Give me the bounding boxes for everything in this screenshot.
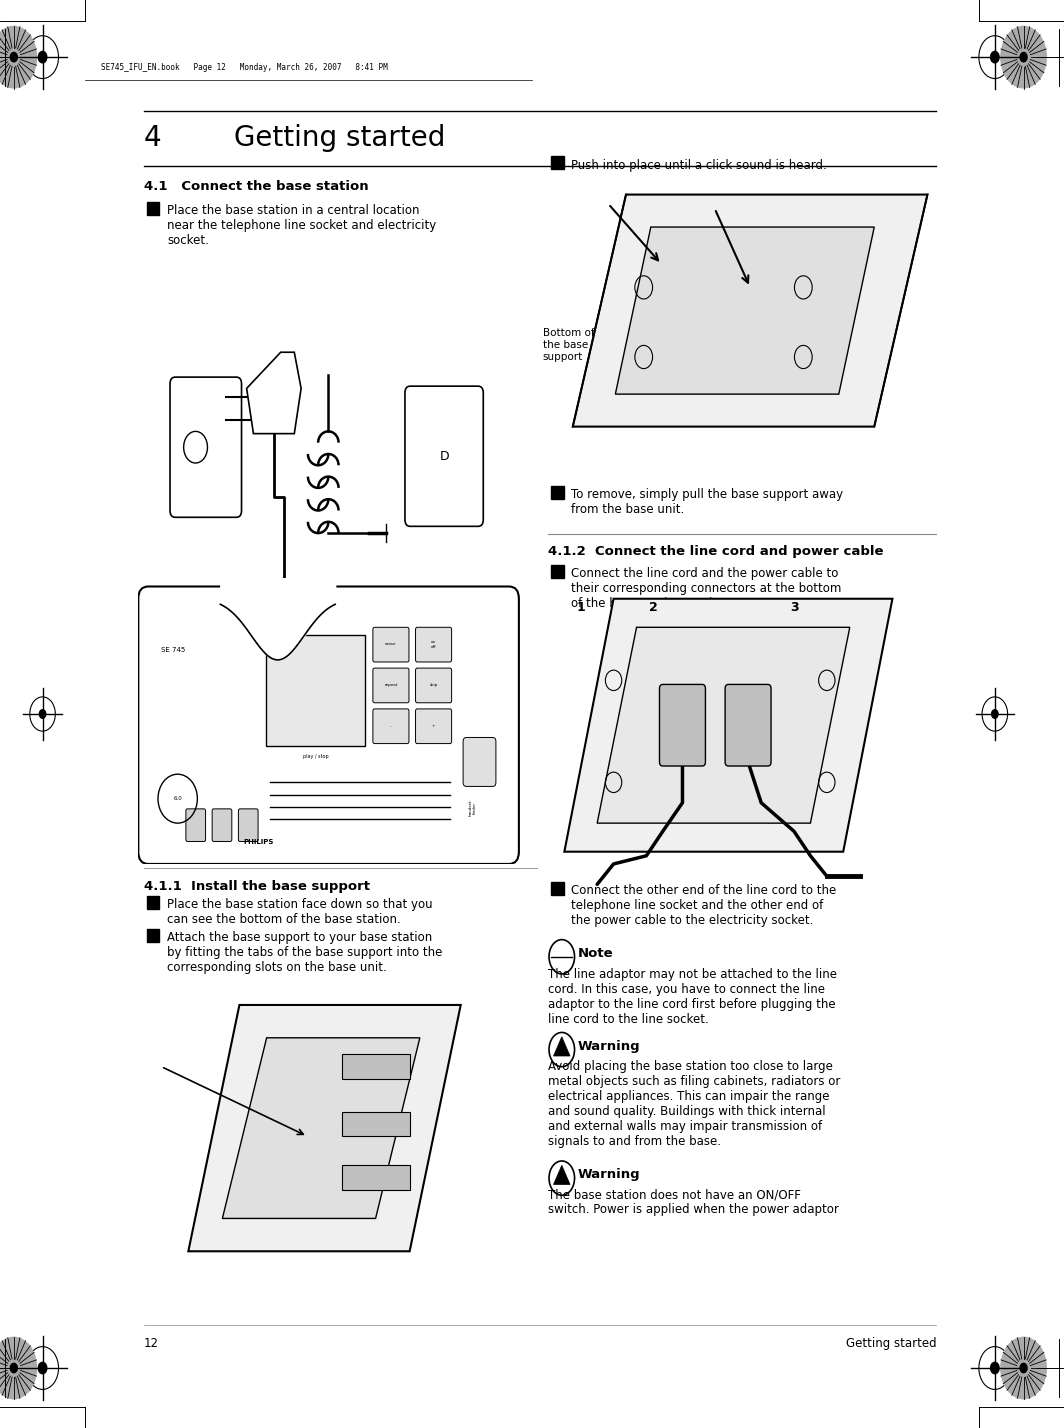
Text: SE 745: SE 745	[162, 647, 185, 653]
Circle shape	[11, 53, 17, 61]
Text: 4.1.2  Connect the line cord and power cable: 4.1.2 Connect the line cord and power ca…	[548, 545, 883, 558]
Polygon shape	[342, 1111, 410, 1137]
Text: Note: Note	[578, 947, 613, 960]
Circle shape	[991, 51, 999, 63]
Circle shape	[991, 1362, 999, 1374]
Polygon shape	[564, 598, 893, 851]
FancyBboxPatch shape	[186, 808, 205, 841]
Text: 3: 3	[789, 601, 798, 614]
Polygon shape	[222, 1038, 420, 1218]
Text: Connect the other end of the line cord to the
telephone line socket and the othe: Connect the other end of the line cord t…	[571, 884, 836, 927]
Text: Push into place until a click sound is heard.: Push into place until a click sound is h…	[571, 159, 827, 171]
Polygon shape	[615, 227, 875, 394]
Text: The line adaptor may not be attached to the line
cord. In this case, you have to: The line adaptor may not be attached to …	[548, 968, 837, 1027]
FancyBboxPatch shape	[372, 708, 409, 744]
Circle shape	[1020, 1364, 1027, 1372]
Circle shape	[38, 1362, 47, 1374]
FancyBboxPatch shape	[170, 377, 242, 517]
Text: 6.0: 6.0	[173, 797, 182, 801]
Text: !: !	[560, 1048, 564, 1054]
Circle shape	[1020, 53, 1027, 61]
FancyBboxPatch shape	[266, 635, 365, 745]
Text: 12: 12	[144, 1337, 159, 1349]
FancyBboxPatch shape	[416, 708, 451, 744]
Circle shape	[11, 1364, 17, 1372]
Polygon shape	[597, 627, 850, 823]
Text: play / stop: play / stop	[302, 754, 329, 758]
FancyBboxPatch shape	[405, 386, 483, 527]
Text: To remove, simply pull the base support away
from the base unit.: To remove, simply pull the base support …	[571, 488, 844, 517]
FancyBboxPatch shape	[238, 808, 259, 841]
Polygon shape	[553, 1037, 570, 1057]
Polygon shape	[342, 1165, 410, 1190]
Text: 4.1.1  Install the base support: 4.1.1 Install the base support	[144, 880, 369, 892]
Text: SE745_IFU_EN.book   Page 12   Monday, March 26, 2007   8:41 PM: SE745_IFU_EN.book Page 12 Monday, March …	[101, 63, 388, 71]
Circle shape	[992, 710, 998, 718]
Text: repeat: repeat	[384, 683, 398, 687]
Circle shape	[38, 51, 47, 63]
Text: +: +	[432, 724, 435, 728]
Text: !: !	[560, 1177, 564, 1182]
Text: Place the base station face down so that you
can see the bottom of the base stat: Place the base station face down so that…	[167, 898, 433, 927]
FancyBboxPatch shape	[138, 587, 519, 864]
Text: handset
finder: handset finder	[468, 800, 478, 815]
Text: Getting started: Getting started	[234, 124, 446, 153]
Text: Avoid placing the base station too close to large
metal objects such as filing c: Avoid placing the base station too close…	[548, 1060, 841, 1148]
FancyBboxPatch shape	[551, 156, 564, 169]
Text: Warning: Warning	[578, 1168, 641, 1181]
Text: Getting started: Getting started	[846, 1337, 936, 1349]
Text: Attach the base support to your base station
by fitting the tabs of the base sup: Attach the base support to your base sta…	[167, 931, 443, 974]
Text: on
off: on off	[431, 640, 436, 648]
Circle shape	[0, 26, 37, 89]
FancyBboxPatch shape	[416, 627, 451, 663]
FancyBboxPatch shape	[726, 684, 771, 765]
Text: skip: skip	[430, 683, 437, 687]
Text: Connect the line cord and the power cable to
their corresponding connectors at t: Connect the line cord and the power cabl…	[571, 567, 842, 610]
Text: -: -	[390, 724, 392, 728]
FancyBboxPatch shape	[463, 737, 496, 787]
FancyBboxPatch shape	[416, 668, 451, 703]
FancyBboxPatch shape	[551, 564, 564, 577]
Circle shape	[0, 1337, 37, 1399]
FancyBboxPatch shape	[372, 668, 409, 703]
FancyBboxPatch shape	[147, 201, 160, 214]
FancyBboxPatch shape	[212, 808, 232, 841]
FancyBboxPatch shape	[147, 897, 160, 910]
Polygon shape	[553, 1165, 570, 1185]
FancyBboxPatch shape	[551, 486, 564, 498]
Text: 1: 1	[577, 601, 585, 614]
FancyBboxPatch shape	[551, 881, 564, 894]
Polygon shape	[572, 194, 928, 427]
Text: 2: 2	[649, 601, 658, 614]
Circle shape	[1000, 26, 1047, 89]
Text: 4: 4	[144, 124, 162, 153]
Text: Warning: Warning	[578, 1040, 641, 1052]
FancyBboxPatch shape	[147, 930, 160, 942]
Text: The base station does not have an ON/OFF
switch. Power is applied when the power: The base station does not have an ON/OFF…	[548, 1188, 838, 1217]
Polygon shape	[247, 353, 301, 434]
Circle shape	[1000, 1337, 1047, 1399]
Polygon shape	[342, 1054, 410, 1080]
Text: 4.1   Connect the base station: 4.1 Connect the base station	[144, 180, 368, 193]
Circle shape	[39, 710, 46, 718]
FancyBboxPatch shape	[660, 684, 705, 765]
Text: Place the base station in a central location
near the telephone line socket and : Place the base station in a central loca…	[167, 204, 436, 247]
Text: PHILIPS: PHILIPS	[244, 838, 273, 844]
Text: D: D	[439, 450, 449, 463]
Polygon shape	[188, 1005, 461, 1251]
Text: Bottom of
the base
support: Bottom of the base support	[543, 328, 595, 361]
Text: erase: erase	[385, 643, 397, 647]
FancyBboxPatch shape	[372, 627, 409, 663]
